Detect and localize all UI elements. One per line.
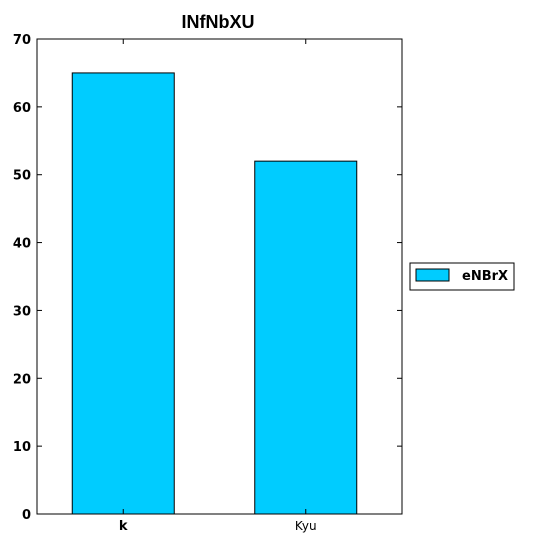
legend-swatch — [415, 268, 450, 282]
x-tick-label: k — [119, 519, 128, 534]
y-tick-label: 70 — [13, 33, 31, 48]
y-tick-label: 50 — [13, 169, 31, 184]
y-tick-label: 40 — [13, 237, 31, 252]
y-axis: 0 10 20 30 40 50 60 70 — [13, 33, 402, 523]
x-axis: k Kyu — [119, 39, 317, 534]
legend-label: eNBrX — [462, 269, 508, 284]
legend-box — [409, 262, 515, 291]
plot-frame — [36, 38, 403, 515]
legend: eNBrX — [409, 262, 515, 291]
y-tick-label: 60 — [13, 101, 31, 116]
y-tick-label: 0 — [22, 508, 31, 523]
chart-title: INfNbXU — [182, 12, 255, 32]
y-tick-label: 10 — [13, 440, 31, 455]
bar-k — [71, 72, 175, 515]
y-tick-label: 30 — [13, 304, 31, 319]
bar-kyu — [254, 160, 358, 515]
bars-group — [71, 72, 358, 515]
x-tick-label: Kyu — [295, 519, 317, 533]
y-tick-label: 20 — [13, 372, 31, 387]
